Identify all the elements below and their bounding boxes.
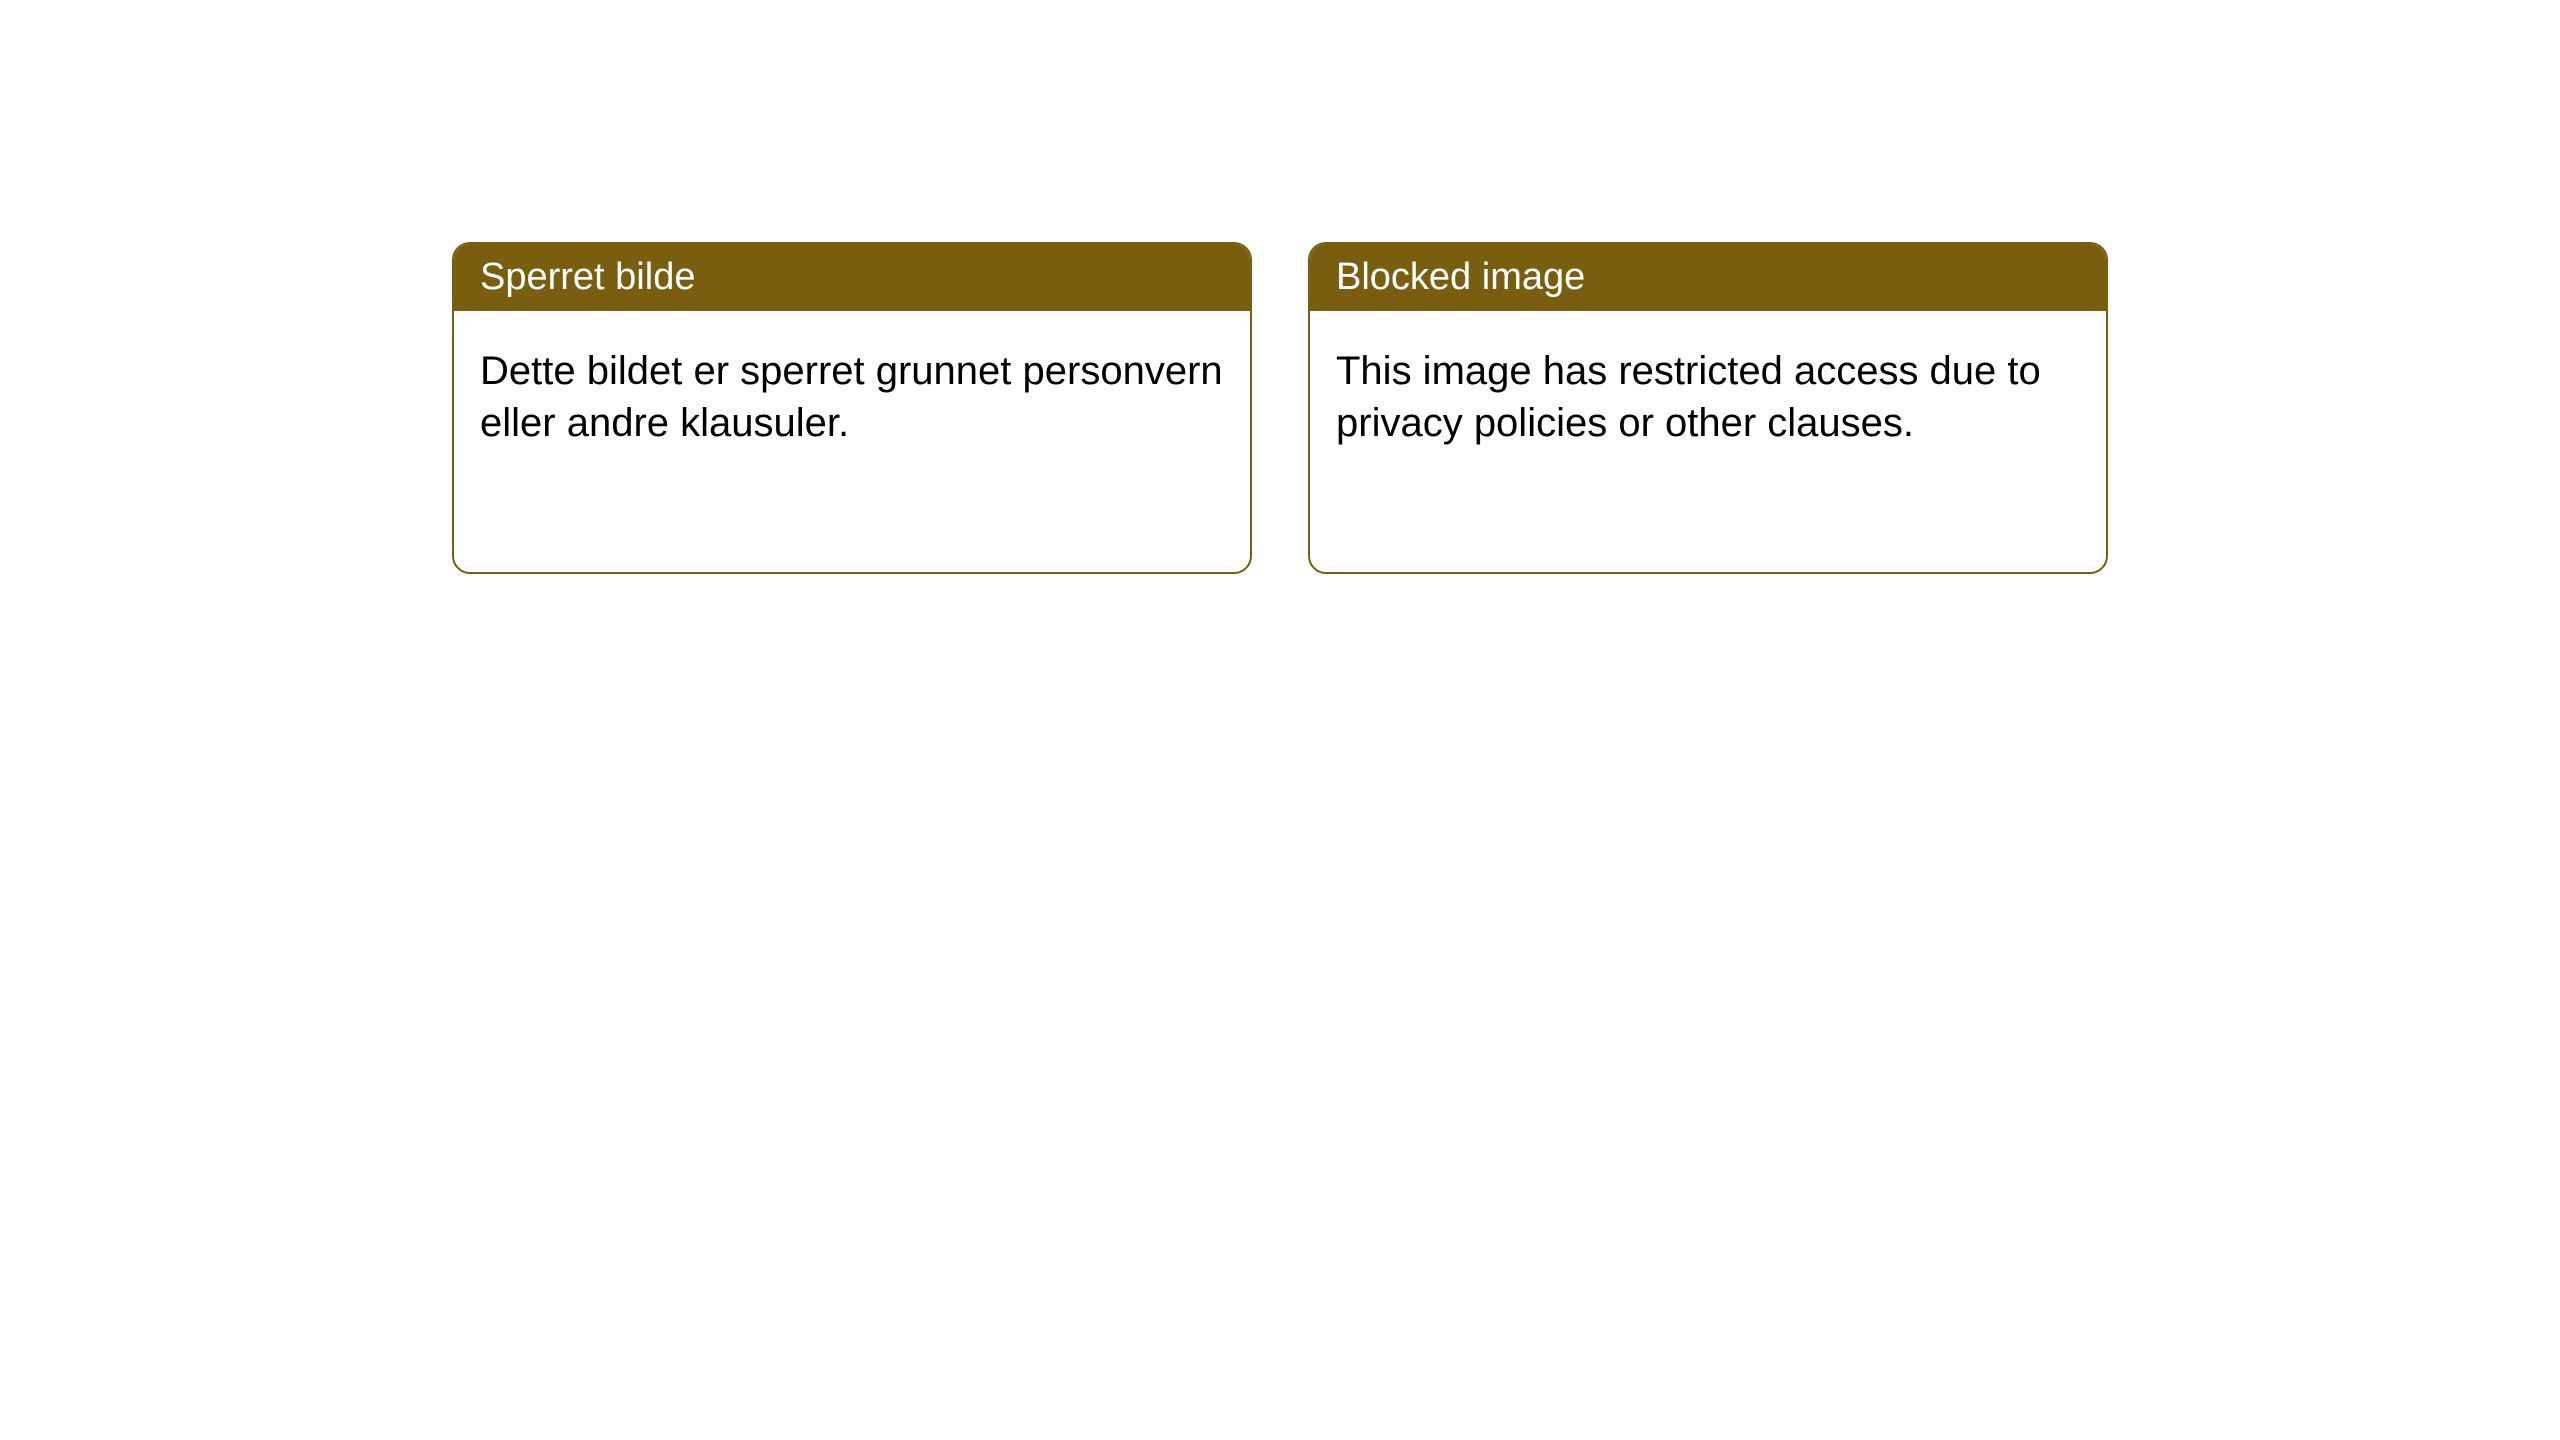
notice-title-no: Sperret bilde [480,256,695,298]
notice-card-no: Sperret bilde Dette bildet er sperret gr… [452,242,1252,574]
notice-text-no: Dette bildet er sperret grunnet personve… [480,349,1223,445]
notice-cards-container: Sperret bilde Dette bildet er sperret gr… [452,242,2108,574]
notice-header-no: Sperret bilde [454,244,1250,311]
notice-header-en: Blocked image [1310,244,2106,311]
notice-body-no: Dette bildet er sperret grunnet personve… [454,311,1250,483]
notice-title-en: Blocked image [1336,256,1585,298]
notice-text-en: This image has restricted access due to … [1336,349,2041,445]
notice-body-en: This image has restricted access due to … [1310,311,2106,483]
notice-card-en: Blocked image This image has restricted … [1308,242,2108,574]
